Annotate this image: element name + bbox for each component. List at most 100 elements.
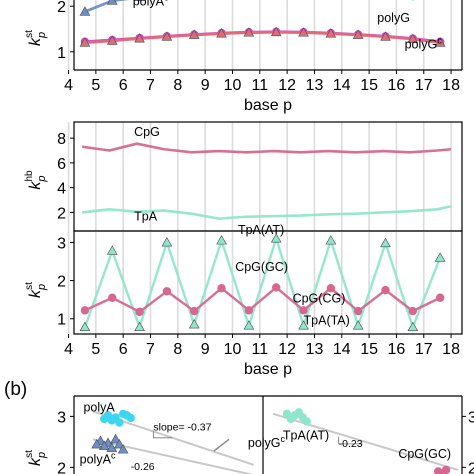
- series-layer: [82, 142, 452, 220]
- x-tick-label: 4: [64, 77, 73, 94]
- plot-frame: [73, 230, 463, 335]
- data-point: [352, 320, 364, 330]
- series-annotation: CpG(GC): [398, 447, 451, 461]
- y-tick-label: 3: [57, 409, 66, 426]
- y-axis-label-text: kpst: [24, 450, 48, 466]
- y-tick-label: 6: [57, 156, 66, 173]
- data-point: [244, 306, 254, 315]
- y-axis-label: kpst: [24, 282, 48, 298]
- y-tick-label: 3: [57, 235, 66, 252]
- data-point: [98, 440, 110, 450]
- y-tick-label: 1: [57, 312, 66, 329]
- x-tick-label: 8: [173, 341, 182, 358]
- series-line: [84, 30, 441, 45]
- x-tick-label: 10: [224, 341, 242, 358]
- x-tick-label: 16: [388, 77, 406, 94]
- data-point: [216, 28, 227, 38]
- series-annotation: polyA: [83, 400, 115, 414]
- data-point: [162, 287, 172, 296]
- data-point: [216, 235, 227, 245]
- x-tick-label: 11: [251, 77, 268, 94]
- data-point: [106, 245, 118, 255]
- x-tick-label: 9: [201, 77, 210, 94]
- data-point: [100, 414, 109, 424]
- data-point: [353, 306, 363, 316]
- data-point: [441, 465, 451, 474]
- data-point: [135, 307, 144, 317]
- y-tick-label-right: 3: [468, 409, 474, 426]
- slope-triangle: [338, 436, 363, 445]
- x-axis-label: base p: [244, 97, 292, 114]
- x-tick-label: 7: [146, 341, 155, 358]
- y-tick-label: 2: [57, 0, 66, 16]
- x-axis-label: base p: [244, 361, 292, 378]
- data-point: [107, 416, 117, 425]
- data-point: [190, 306, 199, 316]
- data-point: [434, 37, 446, 47]
- data-point: [380, 237, 391, 248]
- data-point: [299, 306, 308, 315]
- data-point: [380, 31, 391, 41]
- data-point: [114, 439, 125, 449]
- series-annotation: polyAc: [80, 450, 116, 466]
- data-point: [161, 237, 173, 247]
- x-tick-label: 13: [306, 341, 324, 358]
- data-point: [106, 35, 118, 45]
- y-axis-label-text: kpst: [24, 282, 48, 298]
- series-layer: [79, 233, 446, 332]
- data-point: [106, 0, 118, 5]
- data-point: [298, 27, 309, 37]
- data-point: [325, 235, 337, 245]
- y-axis-label: kpst: [24, 450, 48, 466]
- data-point: [134, 33, 145, 43]
- series-line: [83, 237, 442, 329]
- data-point: [435, 293, 445, 302]
- slope-label: -0.26: [131, 461, 155, 473]
- data-point: [122, 411, 132, 420]
- x-tick-label: 8: [173, 77, 182, 94]
- x-tick-label: 11: [251, 341, 268, 358]
- x-tick-label: 10: [224, 77, 242, 94]
- series-annotation: polyAc: [133, 0, 169, 8]
- slope-label: -0.23: [339, 438, 363, 450]
- data-point: [407, 321, 419, 332]
- data-point: [326, 284, 336, 293]
- series-annotation: polyGc: [405, 36, 443, 52]
- data-point: [243, 320, 255, 330]
- data-point: [80, 306, 90, 315]
- x-tick-label: 5: [91, 77, 100, 94]
- plot-frame: [73, 121, 463, 232]
- data-point: [352, 29, 364, 39]
- y-tick-label: 8: [57, 131, 66, 148]
- x-tick-label: 16: [388, 341, 406, 358]
- series-annotation: TpA(TA): [304, 313, 350, 327]
- series-annotation: CpG(CG): [293, 292, 346, 306]
- x-tick-label: 4: [64, 341, 73, 358]
- x-tick-label: 12: [278, 341, 296, 358]
- series-layer: [79, 0, 446, 47]
- slope-triangle: [152, 430, 173, 439]
- y-tick-label-right: 2: [468, 460, 474, 474]
- panel-label-b: (b): [4, 379, 27, 400]
- slope-label: slope= -0.37: [153, 422, 211, 434]
- x-tick-label: 7: [146, 77, 155, 94]
- data-point: [298, 320, 309, 330]
- data-point: [408, 306, 418, 316]
- data-point: [294, 408, 304, 417]
- data-point: [115, 418, 124, 427]
- data-point: [270, 26, 282, 37]
- series-annotation: CpG(GC): [235, 260, 288, 274]
- data-point: [381, 285, 390, 295]
- x-tick-label: 17: [415, 341, 433, 358]
- data-point: [110, 433, 121, 444]
- x-tick-label: 14: [333, 77, 351, 94]
- data-point: [188, 319, 200, 329]
- data-point: [325, 28, 337, 38]
- x-tick-label: 17: [415, 77, 433, 94]
- data-point: [79, 6, 91, 16]
- data-point: [161, 31, 173, 41]
- x-tick-label: 5: [91, 341, 100, 358]
- series-annotation: CpG: [134, 125, 160, 139]
